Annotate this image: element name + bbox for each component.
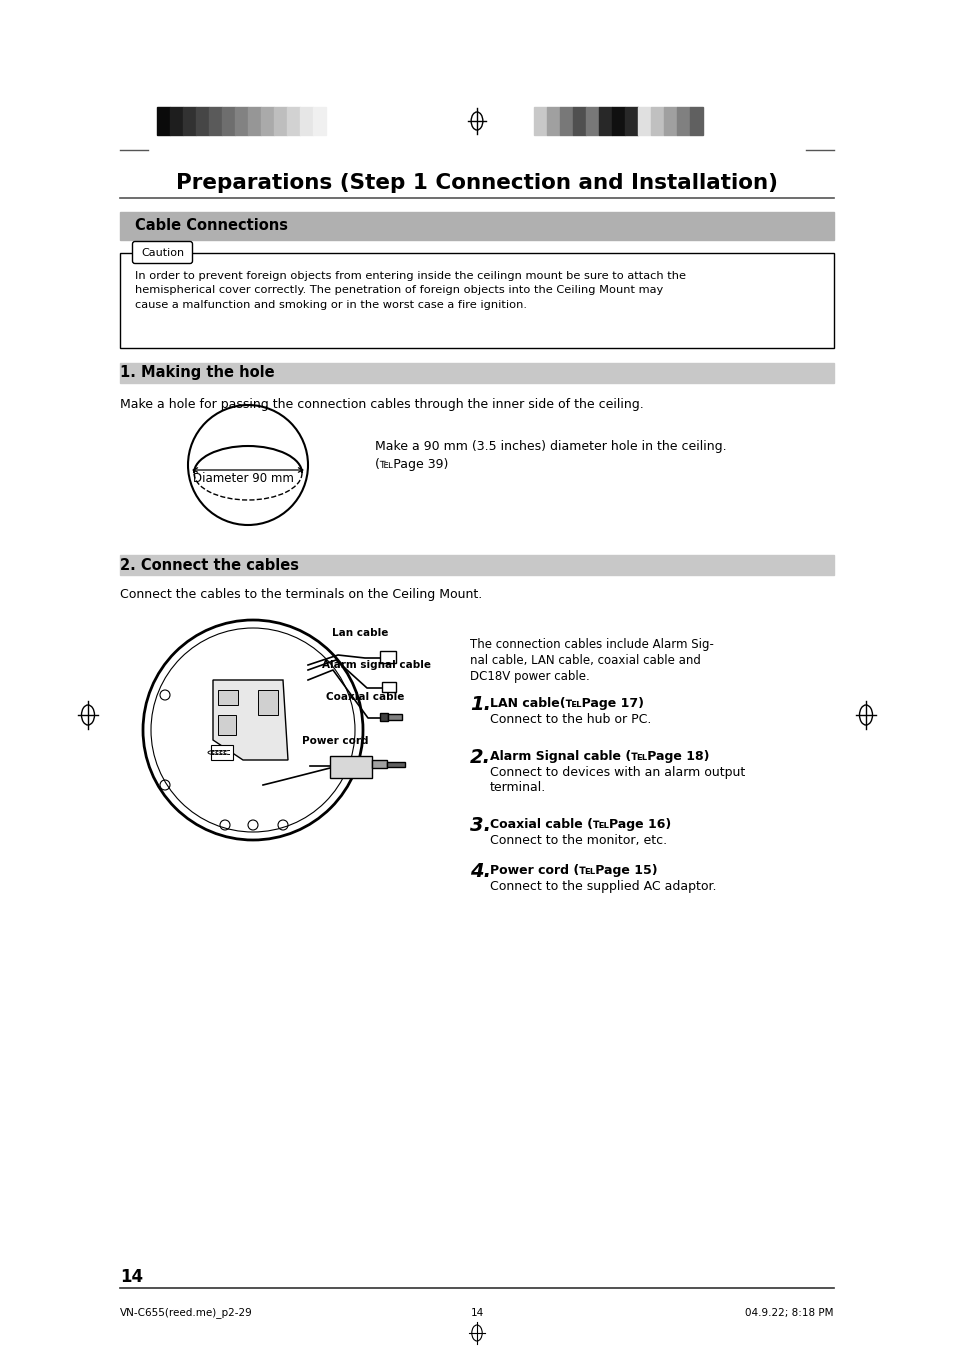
Text: terminal.: terminal. — [490, 781, 546, 794]
Bar — [211, 744, 233, 761]
Bar — [624, 107, 638, 135]
Text: The connection cables include Alarm Sig-: The connection cables include Alarm Sig- — [470, 638, 713, 651]
Text: 04.9.22; 8:18 PM: 04.9.22; 8:18 PM — [744, 1308, 833, 1319]
Bar — [585, 107, 598, 135]
Text: Power cord (℡Page 15): Power cord (℡Page 15) — [490, 865, 657, 877]
Bar — [677, 107, 689, 135]
Text: 14: 14 — [470, 1308, 483, 1319]
Text: Make a 90 mm (3.5 inches) diameter hole in the ceiling.: Make a 90 mm (3.5 inches) diameter hole … — [375, 440, 726, 453]
Bar — [330, 757, 372, 778]
Bar — [381, 682, 395, 692]
Bar — [612, 107, 624, 135]
Bar — [157, 107, 170, 135]
Text: 1. Making the hole: 1. Making the hole — [120, 366, 274, 381]
Bar — [534, 107, 546, 135]
Bar — [218, 715, 235, 735]
Bar — [372, 761, 387, 767]
Text: Connect to the supplied AC adaptor.: Connect to the supplied AC adaptor. — [490, 880, 716, 893]
Text: 1.: 1. — [470, 694, 491, 713]
Bar — [573, 107, 585, 135]
Bar — [120, 212, 833, 240]
Bar — [650, 107, 663, 135]
Bar — [313, 107, 326, 135]
Bar — [559, 107, 573, 135]
Text: Preparations (Step 1 Connection and Installation): Preparations (Step 1 Connection and Inst… — [175, 173, 778, 193]
Bar — [234, 107, 248, 135]
Bar — [379, 651, 395, 663]
Text: Coaxial cable: Coaxial cable — [326, 692, 404, 703]
Bar — [120, 555, 833, 576]
Bar — [598, 107, 612, 135]
Polygon shape — [213, 680, 288, 761]
Text: DC18V power cable.: DC18V power cable. — [470, 670, 589, 684]
Text: Power cord: Power cord — [301, 736, 368, 746]
Text: 4.: 4. — [470, 862, 491, 881]
Text: Coaxial cable (℡Page 16): Coaxial cable (℡Page 16) — [490, 817, 671, 831]
Text: nal cable, LAN cable, coaxial cable and: nal cable, LAN cable, coaxial cable and — [470, 654, 700, 667]
Text: VN-C655(reed.me)_p2-29: VN-C655(reed.me)_p2-29 — [120, 1308, 253, 1319]
Text: (℡Page 39): (℡Page 39) — [375, 458, 448, 471]
Bar — [546, 107, 559, 135]
Bar — [170, 107, 183, 135]
Bar — [387, 762, 405, 767]
Text: Make a hole for passing the connection cables through the inner side of the ceil: Make a hole for passing the connection c… — [120, 399, 643, 411]
Text: 3.: 3. — [470, 816, 491, 835]
FancyBboxPatch shape — [132, 242, 193, 263]
Text: Alarm signal cable: Alarm signal cable — [322, 661, 431, 670]
Text: Connect to the monitor, etc.: Connect to the monitor, etc. — [490, 834, 666, 847]
Text: 14: 14 — [120, 1269, 143, 1286]
Text: 2. Connect the cables: 2. Connect the cables — [120, 558, 298, 573]
Text: Connect to the hub or PC.: Connect to the hub or PC. — [490, 713, 651, 725]
Bar — [183, 107, 195, 135]
Bar — [257, 690, 277, 715]
Bar — [120, 253, 833, 349]
Bar — [638, 107, 650, 135]
Bar — [209, 107, 222, 135]
Text: 2.: 2. — [470, 748, 491, 767]
Text: Alarm Signal cable (℡Page 18): Alarm Signal cable (℡Page 18) — [490, 750, 709, 763]
Text: Cable Connections: Cable Connections — [135, 219, 288, 234]
Bar — [274, 107, 287, 135]
Bar — [195, 107, 209, 135]
Bar — [248, 107, 261, 135]
Text: Caution: Caution — [141, 247, 184, 258]
Text: Connect to devices with an alarm output: Connect to devices with an alarm output — [490, 766, 744, 780]
Text: Connect the cables to the terminals on the Ceiling Mount.: Connect the cables to the terminals on t… — [120, 588, 482, 601]
Bar — [222, 107, 234, 135]
Bar — [379, 713, 388, 721]
Bar — [218, 690, 237, 705]
Bar — [663, 107, 677, 135]
Bar — [299, 107, 313, 135]
Text: LAN cable(℡Page 17): LAN cable(℡Page 17) — [490, 697, 643, 711]
Bar — [287, 107, 299, 135]
Bar — [120, 363, 833, 382]
Bar — [388, 713, 401, 720]
Text: In order to prevent foreign objects from entering inside the ceilingn mount be s: In order to prevent foreign objects from… — [135, 272, 685, 309]
Bar — [689, 107, 702, 135]
Text: Lan cable: Lan cable — [332, 628, 388, 638]
Bar — [261, 107, 274, 135]
Text: Diameter 90 mm: Diameter 90 mm — [193, 471, 294, 485]
